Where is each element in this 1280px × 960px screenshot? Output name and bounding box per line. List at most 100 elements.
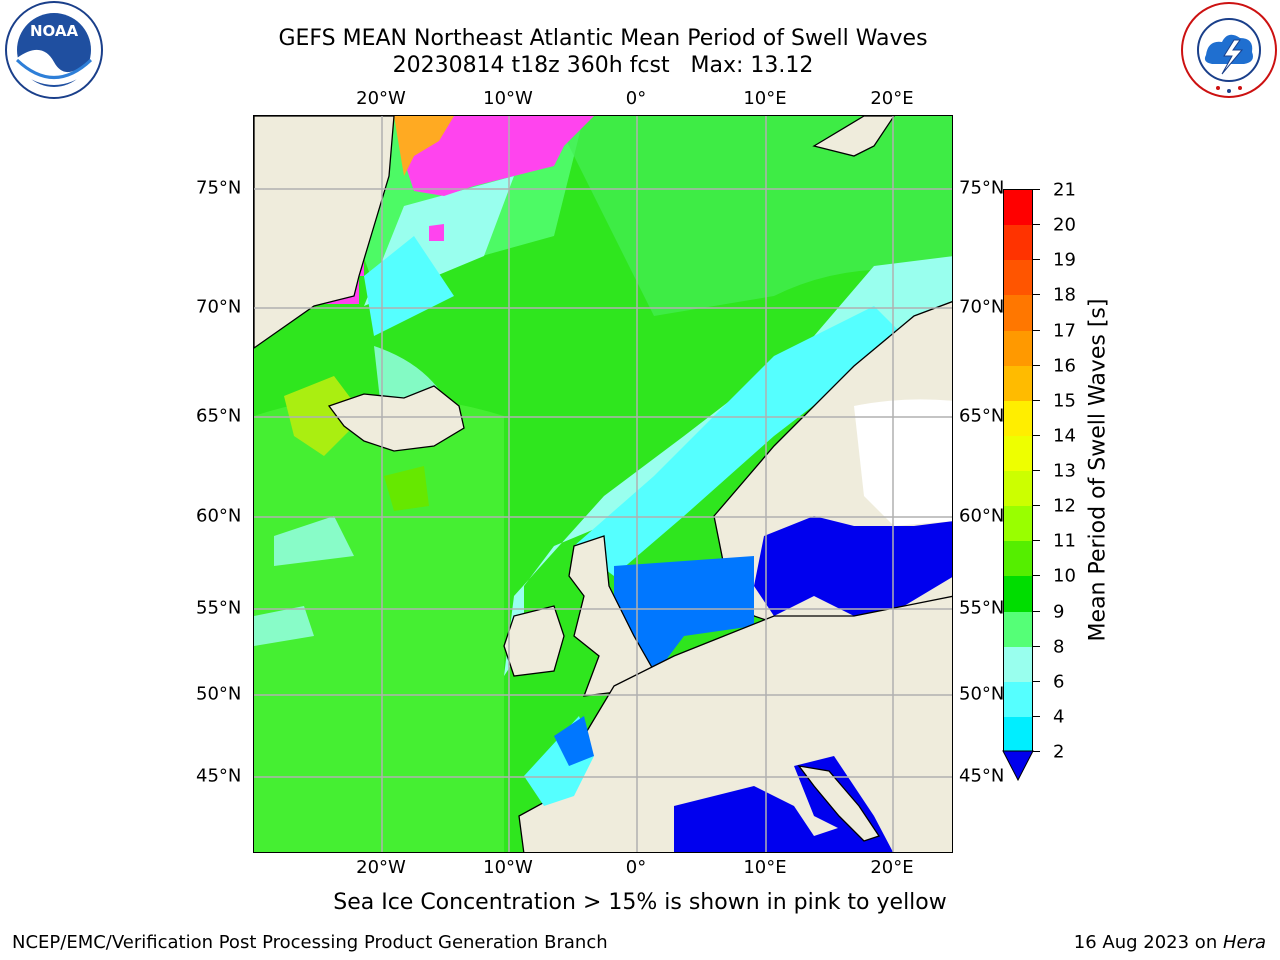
colorbar-label: 13 [1053,460,1076,482]
colorbar-tick [1033,364,1040,366]
land-svalbard [812,116,895,157]
colorbar-label: 19 [1053,249,1076,271]
colorbar-tick [1033,680,1040,682]
colorbar-tick [1033,434,1040,436]
graticule [254,116,952,852]
colorbar-tick [1033,610,1040,612]
colorbar-label: 14 [1053,425,1076,447]
colorbar-tick [1033,189,1040,190]
colorbar-segment [1004,330,1032,367]
footer-date: 16 Aug 2023 on Hera [1074,932,1266,953]
colorbar-tick [1033,224,1040,226]
colorbar-title: Mean Period of Swell Waves [s] [1085,298,1111,642]
lon-tick-bottom: 20°E [870,857,914,878]
lon-tick-top: 10°E [743,88,787,109]
lon-tick-bottom: 20°W [356,857,406,878]
colorbar-segment [1004,681,1032,718]
lon-tick-bottom: 10°W [483,857,533,878]
lon-tick-top: 20°W [356,88,406,109]
sea-ice-region [394,116,594,196]
land-greenland [254,116,395,349]
noaa-logo-text: NOAA [30,22,79,40]
colorbar-tick [1033,259,1040,261]
colorbar-tick [1033,575,1040,577]
colorbar-segment [1004,260,1032,296]
lat-tick-left: 70°N [196,296,242,318]
lat-tick-left: 50°N [196,683,242,705]
lon-tick-top: 0° [625,88,647,109]
colorbar-tick [1033,645,1040,647]
colorbar-label: 10 [1053,565,1076,587]
swell-period-map [253,115,953,853]
lat-tick-left: 60°N [196,505,242,527]
footer-credit: NCEP/EMC/Verification Post Processing Pr… [12,932,608,953]
map-subtitle: 20230814 t18z 360h fcst Max: 13.12 [392,53,814,78]
sea-ice-caption: Sea Ice Concentration > 15% is shown in … [333,890,947,915]
colorbar-segment [1004,365,1032,402]
lat-tick-left: 75°N [196,177,242,199]
colorbar-label: 6 [1053,671,1065,693]
region-8s-norway [504,256,952,676]
map-title: GEFS MEAN Northeast Atlantic Mean Period… [278,26,928,51]
region-12-13s [284,376,364,456]
colorbar-label: 20 [1053,214,1076,236]
lat-tick-right: 45°N [959,765,1005,787]
region-baltic [754,516,952,616]
lat-tick-left: 65°N [196,405,242,427]
colorbar-label: 21 [1053,179,1076,201]
lat-tick-right: 50°N [959,683,1005,705]
colorbar-segment [1004,190,1032,226]
colorbar-tick [1033,470,1040,471]
lon-tick-bottom: 0° [625,857,647,878]
noaa-logo: NOAA [2,0,106,100]
colorbar-segment [1004,646,1032,683]
colorbar-label: 2 [1053,741,1065,763]
region-mediterranean [674,786,893,852]
footer-date-text: 16 Aug 2023 on [1073,932,1223,953]
colorbar-segment [1004,225,1032,261]
colorbar-label: 15 [1053,390,1076,412]
colorbar-segment [1004,576,1032,612]
land-sweden-white [854,399,952,526]
lat-tick-right: 75°N [959,177,1005,199]
colorbar-segment [1004,471,1032,507]
colorbar-segment [1004,541,1032,577]
colorbar-segment [1004,400,1032,437]
colorbar-extend-arrow [1002,750,1034,782]
land-ireland [503,605,565,677]
lat-tick-left: 45°N [196,765,242,787]
colorbar-label: 4 [1053,706,1065,728]
footer-host: Hera [1222,932,1266,953]
colorbar-label: 16 [1053,355,1076,377]
colorbar-tick [1033,294,1040,296]
lon-tick-top: 20°E [870,88,914,109]
lat-tick-right: 60°N [959,505,1005,527]
colorbar-segment [1004,295,1032,331]
colorbar-segment [1004,435,1032,472]
colorbar-tick [1033,329,1040,331]
colorbar-segment [1004,611,1032,648]
lat-tick-right: 55°N [959,597,1005,619]
colorbar-tick [1033,751,1040,752]
colorbar-segment [1004,716,1032,753]
lat-tick-right: 70°N [959,296,1005,318]
lat-tick-right: 65°N [959,405,1005,427]
lon-tick-bottom: 10°E [743,857,787,878]
colorbar-label: 8 [1053,636,1065,658]
lat-tick-left: 55°N [196,597,242,619]
lon-tick-top: 10°W [483,88,533,109]
colorbar-segment [1004,506,1032,542]
colorbar-label: 12 [1053,495,1076,517]
colorbar-label: 17 [1053,320,1076,341]
colorbar-label: 9 [1053,601,1065,622]
colorbar-tick [1033,540,1040,542]
colorbar-tick [1033,505,1040,507]
colorbar-tick [1033,399,1040,401]
colorbar-label: 18 [1053,284,1076,306]
nws-logo [1178,0,1280,100]
land-great-britain [568,535,655,697]
colorbar-tick [1033,715,1040,717]
land-iceland [327,385,465,452]
colorbar [1003,189,1033,753]
region-north-sea [614,556,754,676]
